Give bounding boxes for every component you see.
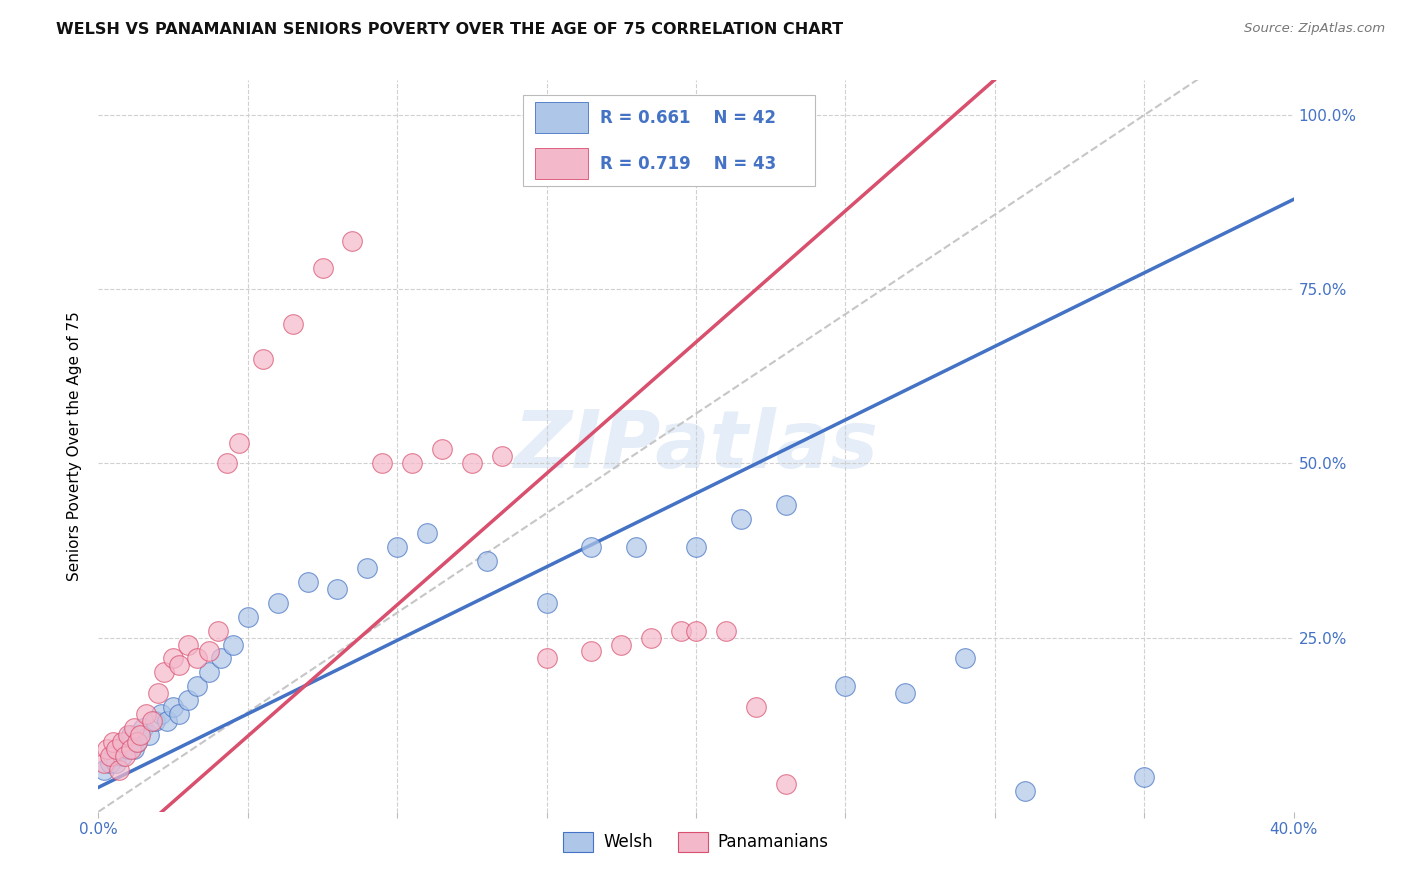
Point (148, 686, 170, 700)
Point (177, 638, 200, 652)
Point (745, 700, 768, 714)
Point (127, 735, 149, 749)
Point (536, 651, 558, 665)
Point (215, 457, 238, 471)
Legend: Welsh, Panamanians: Welsh, Panamanians (557, 826, 835, 858)
Point (117, 728, 139, 742)
Point (186, 679, 208, 693)
Point (222, 638, 245, 652)
Point (626, 540, 648, 554)
Point (98, 756, 122, 770)
Point (281, 317, 304, 331)
Text: ZIPatlas: ZIPatlas (513, 407, 879, 485)
Point (103, 735, 125, 749)
Point (108, 742, 131, 756)
Point (356, 561, 378, 575)
Point (581, 540, 603, 554)
Point (491, 450, 513, 464)
Point (93, 756, 115, 770)
Point (581, 644, 603, 658)
Point (1014, 784, 1036, 798)
Point (209, 651, 232, 665)
Point (150, 707, 173, 722)
Point (401, 457, 423, 471)
Point (153, 665, 176, 680)
Point (162, 651, 184, 665)
Point (132, 721, 155, 735)
Point (105, 756, 128, 770)
Text: R = 0.719    N = 43: R = 0.719 N = 43 (600, 154, 776, 173)
Point (186, 651, 208, 665)
Point (129, 728, 152, 742)
Y-axis label: Seniors Poverty Over the Age of 75: Seniors Poverty Over the Age of 75 (67, 311, 83, 581)
Point (108, 763, 131, 777)
Point (228, 435, 250, 450)
Point (207, 624, 229, 638)
Point (610, 638, 633, 652)
Point (117, 742, 139, 756)
Point (167, 658, 190, 673)
Point (96, 742, 118, 756)
FancyBboxPatch shape (534, 103, 589, 133)
Point (114, 749, 136, 764)
Point (93, 763, 115, 777)
Point (685, 540, 707, 554)
Point (252, 351, 274, 366)
Point (167, 707, 190, 722)
Point (177, 693, 200, 707)
Point (416, 526, 439, 541)
Point (640, 631, 662, 645)
Point (138, 728, 160, 742)
Point (98, 749, 122, 764)
Point (124, 721, 146, 735)
Point (198, 644, 221, 658)
Point (114, 735, 136, 749)
Point (311, 261, 333, 276)
Point (953, 651, 976, 665)
Text: R = 0.661    N = 42: R = 0.661 N = 42 (600, 109, 776, 127)
Point (124, 742, 146, 756)
Point (127, 735, 149, 749)
FancyBboxPatch shape (523, 95, 815, 186)
Point (475, 554, 498, 568)
Point (430, 442, 453, 457)
Text: WELSH VS PANAMANIAN SENIORS POVERTY OVER THE AGE OF 75 CORRELATION CHART: WELSH VS PANAMANIAN SENIORS POVERTY OVER… (56, 22, 844, 37)
Point (385, 540, 409, 554)
Point (461, 457, 484, 471)
Point (775, 498, 797, 512)
Point (236, 609, 259, 624)
Point (120, 742, 142, 756)
Point (730, 512, 752, 526)
Point (371, 457, 394, 471)
Point (135, 707, 157, 722)
Point (326, 582, 349, 596)
Text: Source: ZipAtlas.com: Source: ZipAtlas.com (1244, 22, 1385, 36)
Point (669, 624, 692, 638)
Point (834, 679, 856, 693)
Point (141, 714, 163, 728)
Point (536, 596, 558, 610)
Point (775, 777, 797, 791)
Point (685, 624, 707, 638)
Point (714, 624, 737, 638)
Point (198, 665, 221, 680)
Point (120, 728, 142, 742)
Point (105, 742, 128, 756)
Point (111, 735, 134, 749)
Point (143, 714, 166, 728)
Point (1133, 770, 1156, 784)
Point (103, 749, 125, 764)
Point (162, 700, 184, 714)
Point (297, 574, 319, 589)
Point (111, 749, 134, 764)
Point (267, 596, 290, 610)
FancyBboxPatch shape (534, 148, 589, 179)
Point (894, 686, 917, 700)
Point (156, 714, 179, 728)
Point (342, 234, 364, 248)
